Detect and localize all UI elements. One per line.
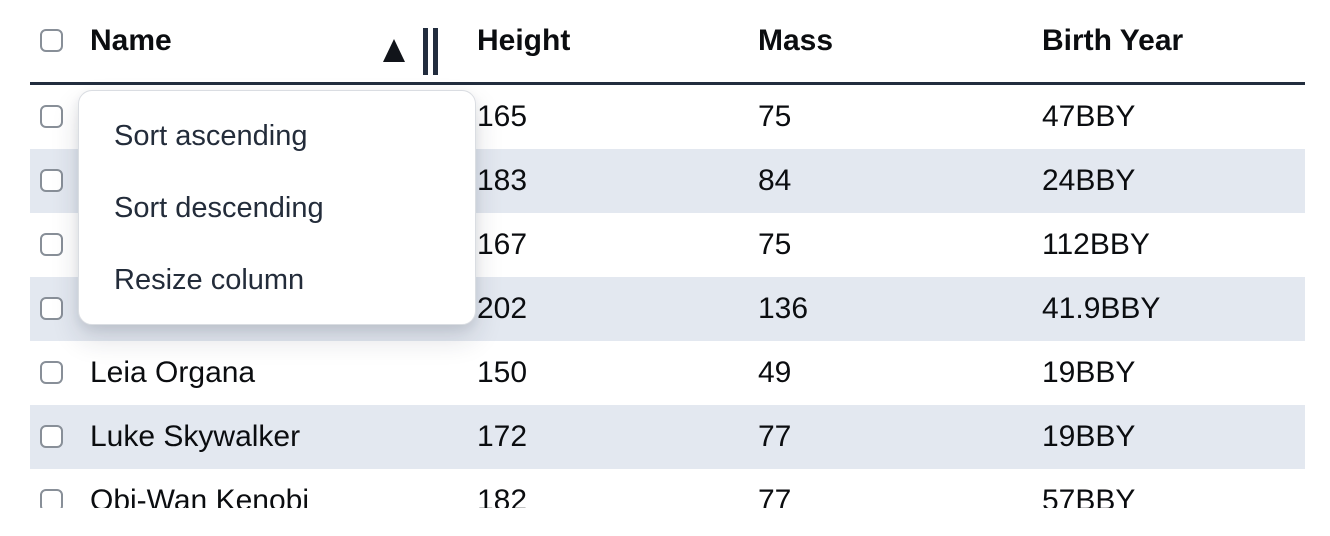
cell-birth-year: 47BBY [1042, 100, 1136, 133]
table-row[interactable]: 167 75 112BBY [30, 213, 1305, 277]
cell-mass: 75 [758, 100, 792, 133]
cell-birth-year: 57BBY [1042, 484, 1136, 508]
row-checkbox[interactable] [40, 233, 63, 256]
menu-item-resize-column[interactable]: Resize column [114, 263, 305, 296]
cell-mass: 77 [758, 484, 792, 508]
cell-mass: 49 [758, 356, 792, 389]
row-checkbox[interactable] [40, 361, 63, 384]
cell-name: Leia Organa [90, 356, 256, 389]
sort-ascending-icon[interactable] [383, 39, 405, 62]
cell-mass: 75 [758, 228, 792, 261]
select-all-checkbox[interactable] [40, 29, 63, 52]
row-checkbox[interactable] [40, 489, 63, 508]
cell-birth-year: 112BBY [1042, 228, 1150, 261]
cell-name: Luke Skywalker [90, 420, 301, 453]
cell-height: 165 [477, 100, 528, 133]
menu-item-sort-descending[interactable]: Sort descending [114, 191, 324, 224]
row-checkbox[interactable] [40, 105, 63, 128]
table-row[interactable]: Luke Skywalker 172 77 19BBY [30, 405, 1305, 469]
cell-height: 183 [477, 164, 528, 197]
column-header-mass[interactable]: Mass [758, 24, 834, 57]
table-row[interactable]: Obi-Wan Kenobi 182 77 57BBY [30, 469, 1305, 508]
row-checkbox[interactable] [40, 297, 63, 320]
cell-birth-year: 19BBY [1042, 420, 1136, 453]
cell-mass: 77 [758, 420, 792, 453]
table-header-row: Name Height Mass Birth Year [30, 0, 1305, 85]
cell-height: 202 [477, 292, 528, 325]
row-checkbox[interactable] [40, 425, 63, 448]
column-header-height[interactable]: Height [477, 24, 571, 57]
cell-height: 172 [477, 420, 528, 453]
cell-mass: 136 [758, 292, 809, 325]
menu-item-sort-ascending[interactable]: Sort ascending [114, 119, 308, 152]
cell-birth-year: 24BBY [1042, 164, 1136, 197]
table-row[interactable]: 165 75 47BBY [30, 85, 1305, 149]
cell-birth-year: 19BBY [1042, 356, 1136, 389]
column-resize-handle-icon[interactable] [423, 28, 438, 75]
column-header-name[interactable]: Name [90, 24, 172, 57]
cell-name: Obi-Wan Kenobi [90, 484, 309, 508]
column-context-menu: Sort ascending Sort descending Resize co… [78, 90, 476, 325]
row-checkbox[interactable] [40, 169, 63, 192]
table-row[interactable]: Leia Organa 150 49 19BBY [30, 341, 1305, 405]
column-header-birth-year[interactable]: Birth Year [1042, 24, 1184, 57]
cell-mass: 84 [758, 164, 792, 197]
cell-height: 182 [477, 484, 528, 508]
cell-height: 167 [477, 228, 528, 261]
cell-birth-year: 41.9BBY [1042, 292, 1161, 325]
cell-height: 150 [477, 356, 528, 389]
